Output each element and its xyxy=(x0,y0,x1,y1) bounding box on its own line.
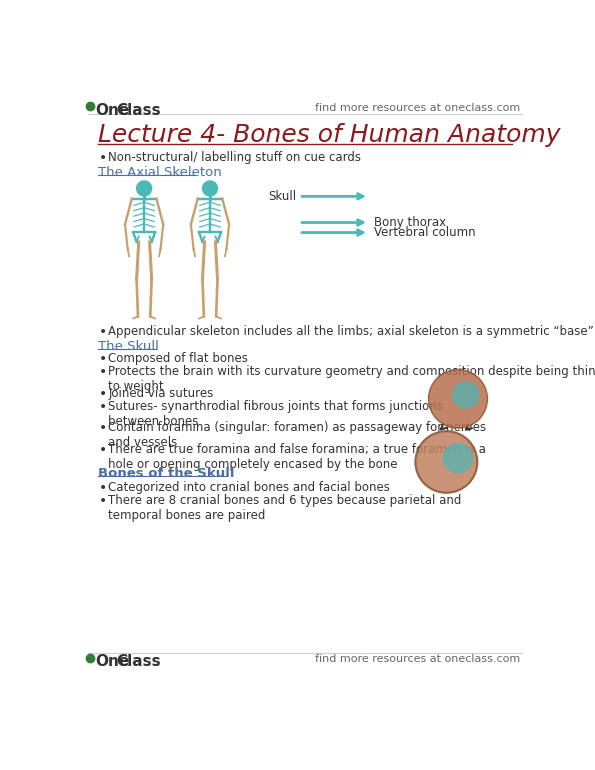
Text: Non-structural/ labelling stuff on cue cards: Non-structural/ labelling stuff on cue c… xyxy=(108,151,362,164)
Text: Appendicular skeleton includes all the limbs; axial skeleton is a symmetric “bas: Appendicular skeleton includes all the l… xyxy=(108,325,594,338)
Text: •: • xyxy=(99,387,108,400)
Text: Bony thorax: Bony thorax xyxy=(374,216,446,229)
Text: •: • xyxy=(99,494,108,508)
Text: There are true foramina and false foramina; a true foramen is a
hole or opening : There are true foramina and false forami… xyxy=(108,443,486,470)
Text: •: • xyxy=(99,400,108,413)
Text: Categorized into cranial bones and facial bones: Categorized into cranial bones and facia… xyxy=(108,481,390,494)
Text: Contain foramina (singular: foramen) as passageway for nerves
and vessels: Contain foramina (singular: foramen) as … xyxy=(108,421,487,449)
Text: •: • xyxy=(99,352,108,366)
Text: One: One xyxy=(95,654,130,669)
Text: Sutures- synarthrodial fibrous joints that forms junctions
between bones: Sutures- synarthrodial fibrous joints th… xyxy=(108,400,443,427)
Circle shape xyxy=(428,370,487,428)
Text: Composed of flat bones: Composed of flat bones xyxy=(108,352,248,365)
Text: •: • xyxy=(99,421,108,435)
Circle shape xyxy=(452,381,480,409)
Text: find more resources at oneclass.com: find more resources at oneclass.com xyxy=(315,654,520,665)
Text: Joined via sutures: Joined via sutures xyxy=(108,387,214,400)
Text: Protects the brain with its curvature geometry and composition despite being thi: Protects the brain with its curvature ge… xyxy=(108,365,595,393)
Text: Lecture 4- Bones of Human Anatomy: Lecture 4- Bones of Human Anatomy xyxy=(98,123,560,147)
Circle shape xyxy=(202,181,218,196)
Circle shape xyxy=(443,443,474,474)
Circle shape xyxy=(137,181,152,196)
Text: The Axial Skeleton: The Axial Skeleton xyxy=(98,166,221,179)
Text: Class: Class xyxy=(116,103,161,118)
Text: find more resources at oneclass.com: find more resources at oneclass.com xyxy=(315,103,520,113)
Text: There are 8 cranial bones and 6 types because parietal and
temporal bones are pa: There are 8 cranial bones and 6 types be… xyxy=(108,494,462,522)
Text: One: One xyxy=(95,103,130,118)
Text: •: • xyxy=(99,151,108,165)
Text: •: • xyxy=(99,325,108,339)
Text: The Skull: The Skull xyxy=(98,340,158,353)
Text: Skull: Skull xyxy=(268,190,296,203)
Text: Class: Class xyxy=(116,654,161,669)
Text: •: • xyxy=(99,443,108,457)
Text: Vertebral column: Vertebral column xyxy=(374,226,475,239)
Circle shape xyxy=(415,431,477,493)
Text: •: • xyxy=(99,481,108,495)
Text: •: • xyxy=(99,365,108,379)
Text: Bones of the Skull: Bones of the Skull xyxy=(98,467,234,480)
